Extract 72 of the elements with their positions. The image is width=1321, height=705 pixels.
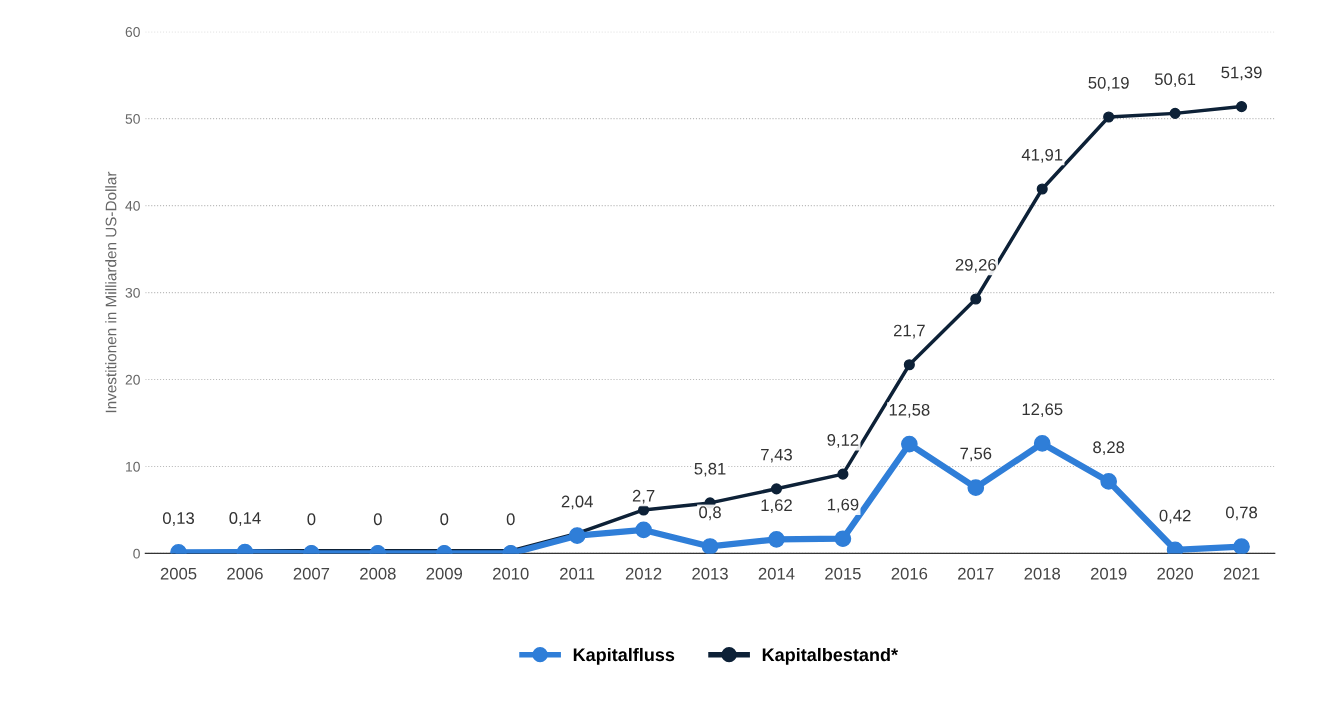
data-label: 0,8 [699,506,721,521]
data-label: 12,65 [1022,403,1063,418]
point [1033,435,1051,452]
x-tick-label: 2019 [1090,567,1127,580]
x-tick-label: 2018 [1024,567,1061,580]
data-label: 7,56 [960,447,992,462]
x-tick-label: 2005 [160,567,197,580]
x-tick-label: 2012 [625,567,662,580]
y-tick-label: 0 [133,548,140,559]
point [837,468,849,480]
point [701,538,719,554]
data-label: 50,19 [1088,76,1129,91]
point [834,530,852,548]
data-label: 41,91 [1021,148,1063,163]
x-tick-label: 2006 [227,567,263,580]
point [568,527,586,545]
x-tick-label: 2013 [692,567,728,580]
data-label: 5,81 [694,462,726,477]
data-label: 0,78 [1225,506,1258,521]
point [1103,111,1115,123]
point [901,435,918,453]
data-label: 0 [307,513,316,526]
data-label: 7,43 [761,448,792,463]
data-label: 0,13 [162,512,195,526]
x-tick-label: 2009 [426,567,463,580]
x-tick-label: 2021 [1223,567,1260,580]
point [967,479,985,497]
data-label: 21,7 [893,324,925,339]
x-tick-label: 2017 [958,567,994,580]
y-tick-label: 20 [125,374,140,385]
y-tick-label: 50 [125,114,140,124]
legend-label: Kapitalbestand* [762,647,899,665]
point [638,504,650,516]
data-label: 0,14 [229,512,261,526]
point [635,521,652,539]
data-label: 50,61 [1154,73,1196,88]
data-label: 29,26 [955,258,996,273]
point [1235,101,1248,113]
x-tick-label: 2016 [891,567,928,580]
x-tick-label: 2014 [758,567,795,580]
data-label: 8,28 [1093,441,1125,456]
point [970,293,982,305]
x-tick-label: 2010 [493,567,529,580]
point [770,483,783,495]
x-tick-label: 2008 [360,567,396,580]
point [1036,183,1048,195]
data-label: 2,7 [632,489,655,504]
y-tick-label: 30 [125,287,140,298]
data-label: 51,39 [1221,66,1262,81]
legend-label: Kapitalfluss [573,647,675,665]
y-axis-title: Investitionen in Milliarden US-Dollar [105,171,117,413]
data-label: 0 [373,513,382,526]
y-tick-label: 10 [126,461,140,472]
x-tick-label: 2011 [560,567,595,580]
data-label: 0 [506,513,515,526]
x-tick-label: 2015 [825,567,861,580]
data-label: 1,62 [761,499,792,514]
data-label: 0 [440,513,449,526]
point [1233,538,1250,554]
point [1169,107,1181,119]
point [903,359,915,371]
y-tick-label: 40 [125,200,140,211]
data-label: 9,12 [827,434,859,448]
data-label: 12,58 [889,403,930,418]
data-label: 1,69 [827,498,859,513]
data-label: 0,42 [1159,509,1191,524]
point [1100,473,1118,490]
x-tick-label: 2020 [1157,567,1193,580]
data-label: 2,04 [561,495,593,510]
y-tick-label: 60 [125,27,140,37]
x-tick-label: 2007 [293,567,330,580]
point [768,531,785,548]
